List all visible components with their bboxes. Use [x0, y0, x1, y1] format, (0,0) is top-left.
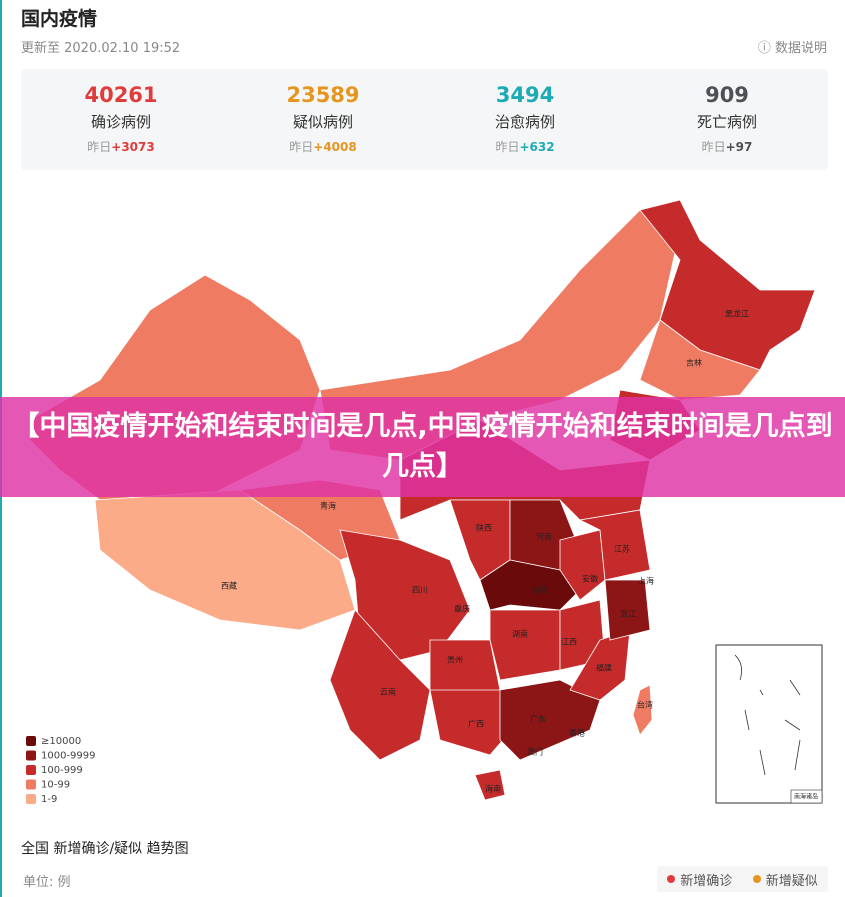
- legend-swatch: [26, 736, 36, 746]
- province-label: 重庆: [454, 604, 470, 614]
- province-label: 黑龙江: [725, 309, 749, 319]
- province-label: 青海: [320, 501, 336, 511]
- map-legend: ≥10000 1000-9999 100-999 10-99 1-9: [26, 736, 96, 805]
- yunnan: [329, 609, 431, 761]
- stat: 909 死亡病例昨日+97: [627, 69, 827, 155]
- province-label: 澳门: [527, 747, 543, 757]
- stat-value: 909: [705, 83, 749, 107]
- stat-delta-row: 昨日+632: [425, 138, 625, 155]
- taiwan: [632, 684, 653, 736]
- zhejiang: [604, 579, 651, 641]
- stat-label: 疑似病例: [292, 113, 353, 131]
- province-label: 安徽: [582, 574, 598, 584]
- provinces: [29, 199, 816, 801]
- trend-title: 全国 新增确诊/疑似 趋势图: [21, 841, 189, 857]
- stat-delta-prefix: 昨日: [701, 140, 726, 154]
- legend-dot: [667, 875, 676, 883]
- jiangsu: [578, 509, 651, 581]
- help-link[interactable]: ⓘ 数据说明: [757, 41, 827, 56]
- legend-label: 100-999: [41, 765, 83, 776]
- legend-label: 新增确诊: [680, 873, 733, 889]
- inset-box: [715, 644, 823, 804]
- trend-legend-item: 新增确诊: [667, 870, 732, 889]
- stat: 3494 治愈病例昨日+632: [425, 69, 625, 155]
- stat-value: 40261: [84, 83, 158, 107]
- province-label: 西藏: [221, 581, 237, 591]
- province-label: 上海: [638, 576, 654, 586]
- stat: 40261 确诊病例昨日+3073: [21, 69, 221, 155]
- legend-swatch: [26, 779, 36, 790]
- hunan: [489, 609, 561, 681]
- stat-delta-prefix: 昨日: [495, 140, 520, 154]
- hainan: [474, 769, 506, 801]
- stat-delta-row: 昨日+4008: [223, 138, 423, 155]
- province-label: 四川: [412, 586, 428, 595]
- province-label: 江西: [561, 638, 577, 647]
- stat-value: 23589: [286, 83, 360, 107]
- hubei: [479, 559, 581, 611]
- guangdong: [499, 679, 601, 761]
- legend-dot: [752, 875, 761, 883]
- stat-label: 治愈病例: [494, 113, 555, 131]
- province-label: 福建: [596, 663, 612, 673]
- province-label: 湖北: [532, 586, 548, 595]
- trend-legend-item: 新增疑似: [752, 870, 818, 889]
- inset-lines: [734, 654, 801, 776]
- province-label: 云南: [380, 687, 396, 697]
- stat-delta: +4008: [313, 140, 357, 154]
- jilin: [639, 319, 761, 401]
- stat-label: 死亡病例: [696, 113, 757, 131]
- legend-swatch: [26, 794, 36, 804]
- inset-label-box: [790, 789, 823, 804]
- stat-label: 确诊病例: [90, 113, 151, 131]
- help-text[interactable]: 数据说明: [774, 41, 827, 56]
- stat-delta: +632: [519, 140, 555, 154]
- province-label: 海南: [485, 784, 501, 794]
- province-label: 陕西: [476, 523, 492, 533]
- legend-label: 10-99: [41, 780, 70, 791]
- stat-delta-prefix: 昨日: [289, 140, 314, 154]
- province-label: 浙江: [620, 609, 636, 619]
- stat-value: 3494: [495, 83, 555, 107]
- title: 国内疫情: [21, 8, 98, 30]
- anhui: [559, 529, 606, 601]
- inset-label: 南海诸岛: [794, 793, 818, 801]
- legend-swatch: [26, 765, 36, 775]
- stat-delta-prefix: 昨日: [87, 140, 112, 154]
- province-label: 香港: [569, 728, 585, 738]
- province-label: 江苏: [614, 544, 630, 554]
- legend-label: ≥10000: [41, 736, 81, 747]
- legend-label: 1000-9999: [41, 751, 96, 762]
- stat-delta: +3073: [111, 140, 155, 154]
- trend-unit: 单位: 例: [23, 875, 71, 890]
- stat-delta-row: 昨日+97: [627, 138, 827, 155]
- stat-delta-row: 昨日+3073: [21, 138, 221, 155]
- province-label: 贵州: [447, 655, 463, 665]
- stat: 23589 疑似病例昨日+4008: [223, 69, 423, 155]
- province-label: 吉林: [686, 358, 702, 368]
- stat-delta: +97: [725, 140, 753, 154]
- legend-label: 1-9: [41, 794, 57, 805]
- trend-legend: 新增确诊 新增疑似: [657, 866, 828, 892]
- banner[interactable]: 【中国疫情开始和结束时间是几点,中国疫情开始和结束时间是几点到几点】: [0, 397, 845, 497]
- stats-panel: 40261 确诊病例 昨日+3073 23589 疑似病例 昨日+4008 3494 治愈病例…: [21, 69, 828, 170]
- province-label: 广东: [530, 714, 546, 724]
- province-label: 广西: [468, 719, 484, 729]
- heilongjiang: [639, 199, 816, 371]
- updated-time: 更新至 2020.02.10 19:52: [21, 41, 181, 56]
- legend-label: 新增疑似: [765, 873, 818, 889]
- map: 黑龙江 吉林 青海 西藏 四川 陕西 河南 江苏 安徽 上海 湖北 重庆 浙江 …: [26, 199, 823, 805]
- province-label: 台湾: [637, 700, 653, 710]
- legend-swatch: [26, 750, 36, 761]
- province-label: 湖南: [512, 629, 528, 639]
- province-label: 河南: [536, 532, 552, 542]
